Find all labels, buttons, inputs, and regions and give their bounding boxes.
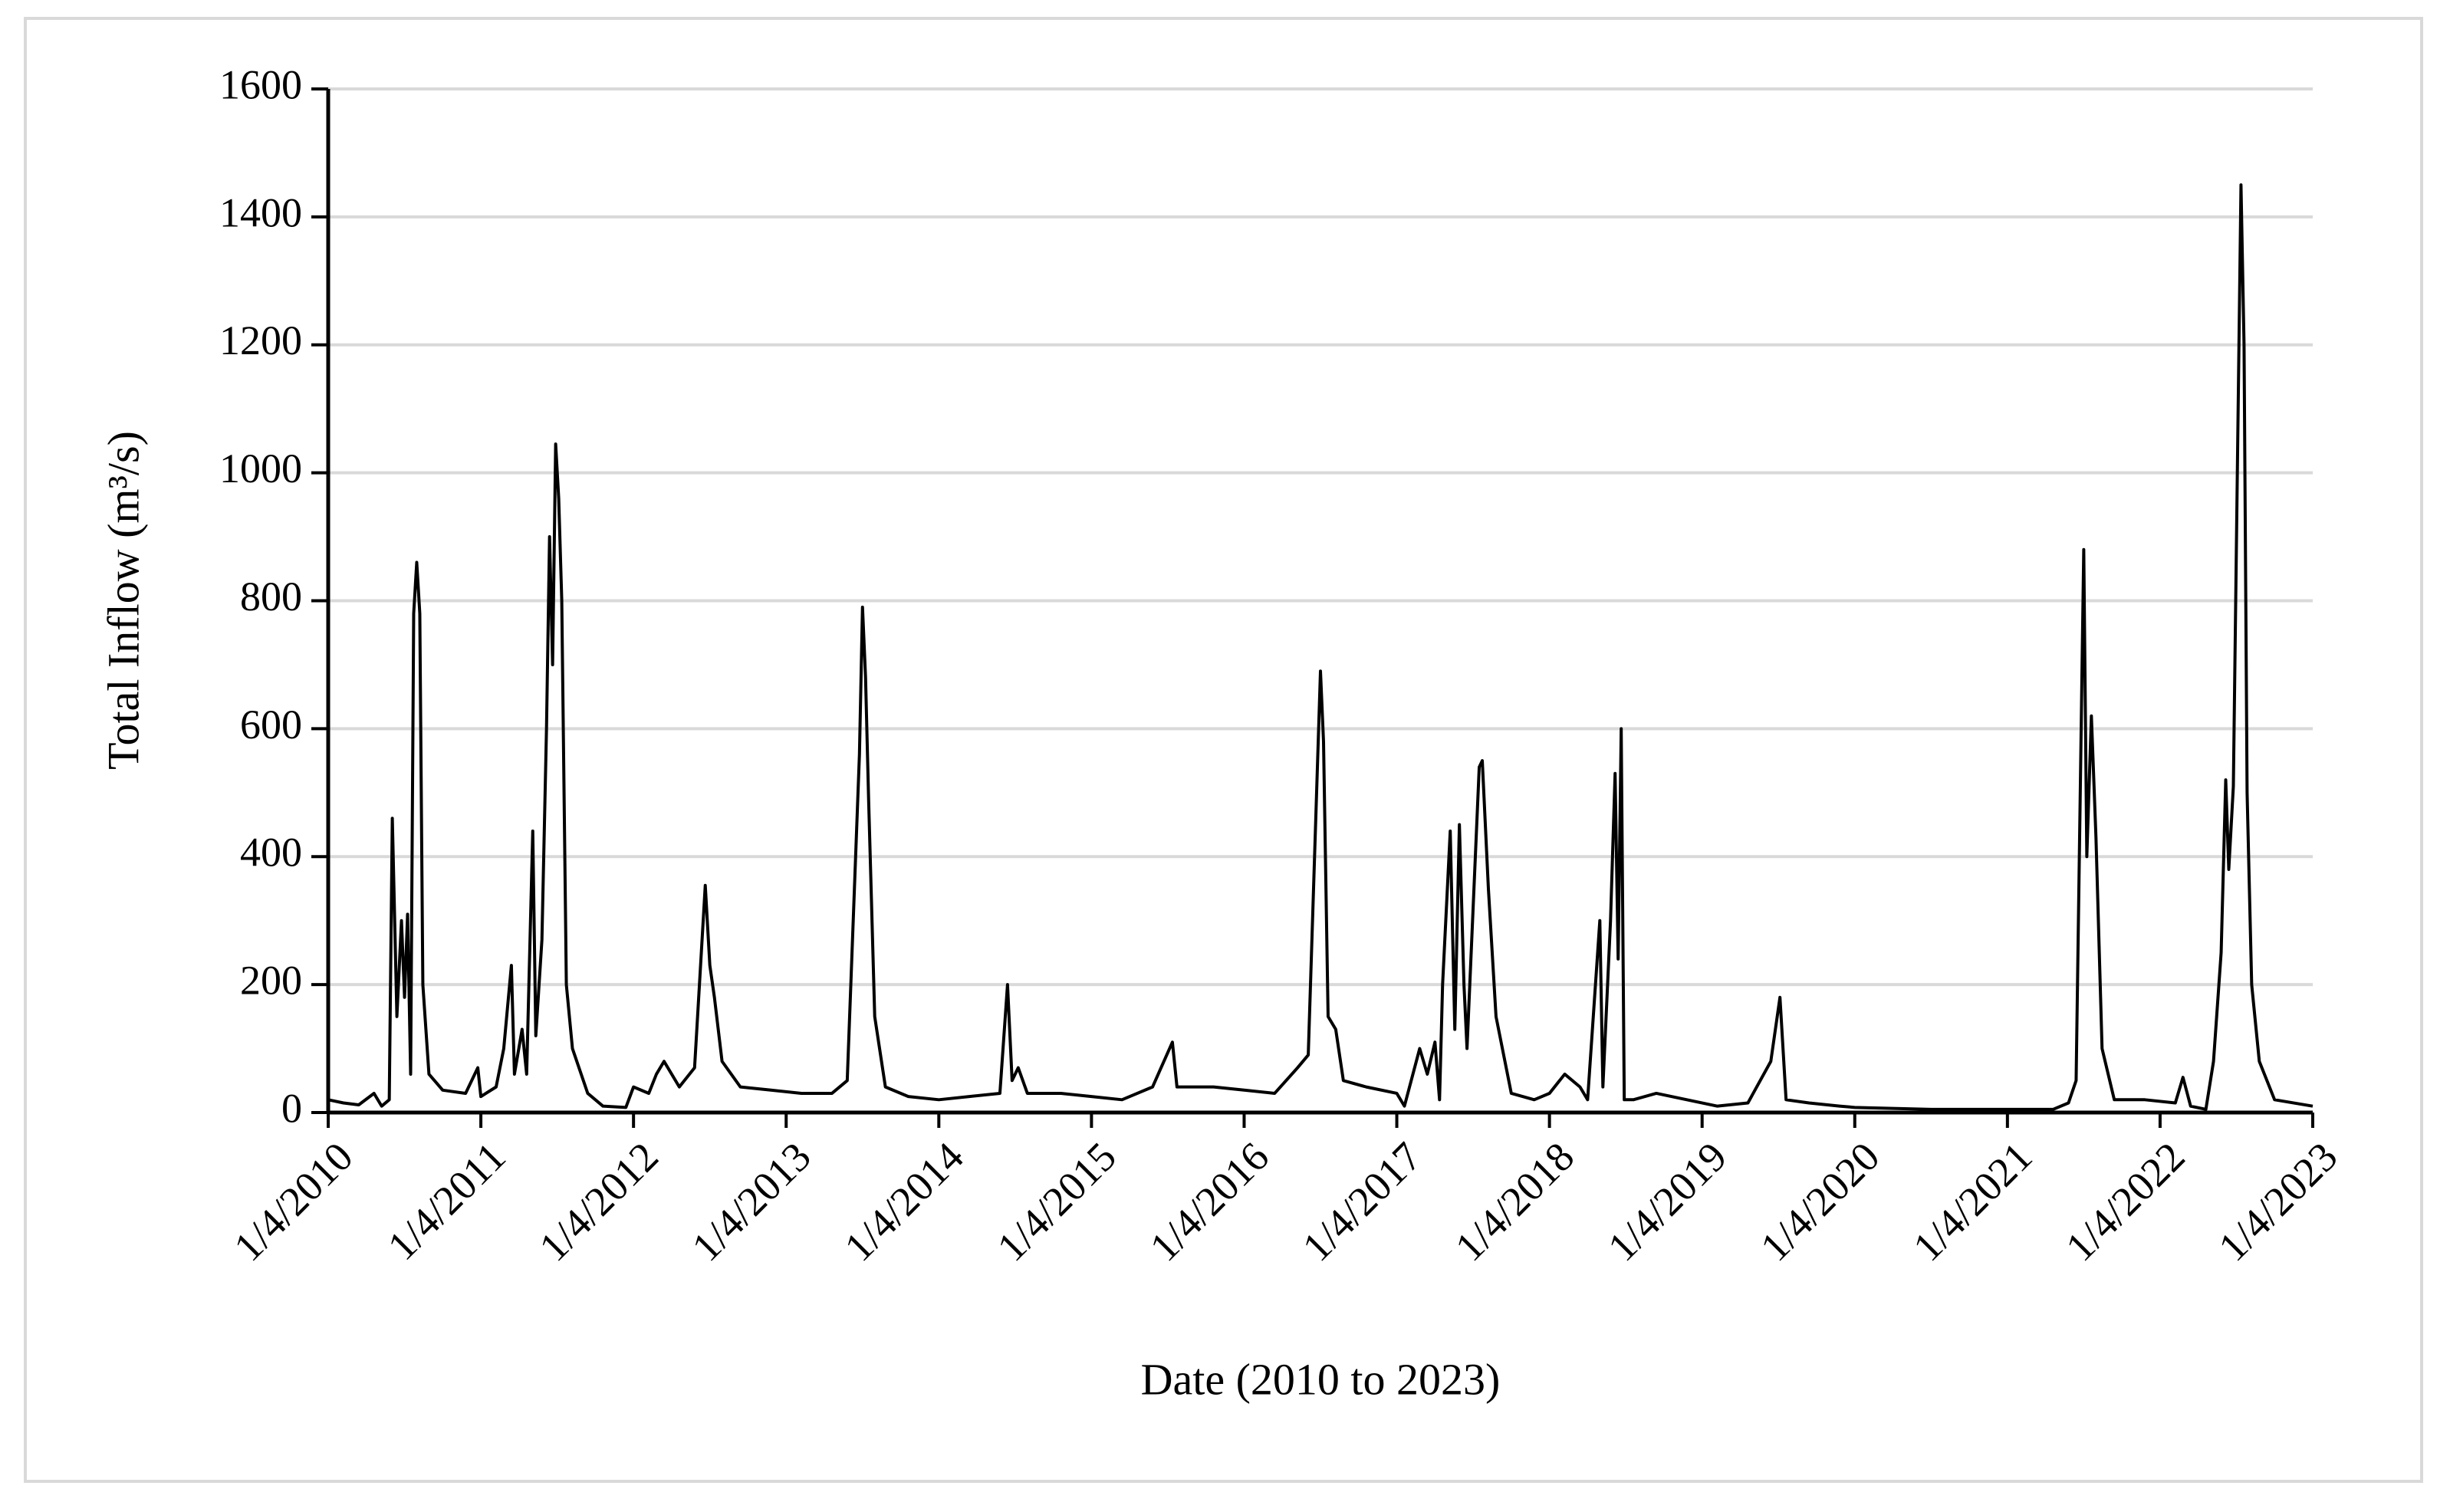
data-line [327,183,2314,1111]
y-tick-label: 400 [240,830,302,876]
x-tick-label: 1/4/2020 [1751,1133,1888,1270]
y-tick-label: 1600 [219,61,302,107]
y-tick-label: 600 [240,702,302,748]
y-tick-label: 1400 [219,189,302,235]
x-tick-label: 1/4/2019 [1599,1133,1735,1270]
y-tick-label: 0 [281,1085,302,1131]
y-axis-title: Total Inflow (m³/s) [98,431,148,770]
x-tick-label: 1/4/2011 [379,1133,515,1269]
x-tick-label: 1/4/2014 [836,1133,972,1270]
x-tick-label: 1/4/2010 [225,1133,361,1270]
y-tick-label: 1000 [219,445,302,491]
x-tick-label: 1/4/2012 [531,1133,667,1270]
x-tick-label: 1/4/2022 [2057,1133,2193,1270]
x-tick-label: 1/4/2021 [1904,1133,2041,1270]
x-axis-title: Date (2010 to 2023) [1141,1354,1501,1404]
y-tick-label: 200 [240,958,302,1004]
x-tick-label: 1/4/2017 [1294,1133,1430,1270]
y-tick-label: 800 [240,574,302,620]
x-tick-label: 1/4/2015 [988,1133,1125,1270]
x-tick-label: 1/4/2016 [1141,1133,1278,1270]
x-tick-label: 1/4/2018 [1446,1133,1583,1270]
y-tick-label: 1200 [219,317,302,363]
x-tick-label: 1/4/2013 [683,1133,820,1270]
x-tick-label: 1/4/2023 [2209,1133,2346,1270]
chart-border [24,17,2423,1483]
